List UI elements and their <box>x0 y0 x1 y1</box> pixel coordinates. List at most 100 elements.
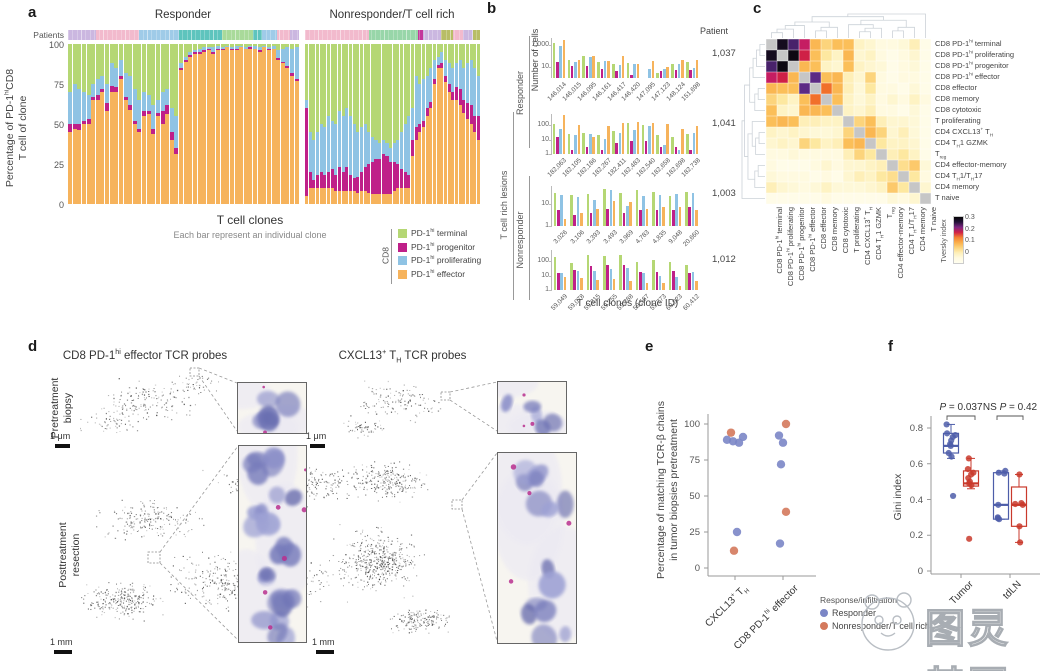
tissue-dot <box>362 482 364 485</box>
tissue-dot <box>417 622 419 624</box>
bar-segment <box>330 187 334 204</box>
tissue-dot <box>398 481 401 483</box>
tissue-dot <box>390 411 393 413</box>
tissue-dot <box>220 558 222 560</box>
scalebar-post-col1 <box>54 650 72 654</box>
tissue-dot <box>386 496 388 498</box>
tissue-dot <box>384 469 386 472</box>
tissue-dot <box>126 523 128 525</box>
tissue-dot <box>193 578 195 580</box>
panel-b-bar <box>597 134 600 154</box>
tissue-dot <box>422 399 424 401</box>
dendrogram-link <box>741 120 765 199</box>
tissue-dot <box>306 506 308 508</box>
tissue-dot <box>398 485 400 487</box>
tissue-dot <box>380 569 382 571</box>
bar-segment <box>462 44 466 68</box>
heatmap-cell <box>832 138 843 149</box>
tissue-dot <box>176 507 178 509</box>
heatmap-cell <box>810 171 821 182</box>
tissue-dot <box>381 476 383 478</box>
tissue-dot <box>230 589 232 591</box>
tissue-dot <box>433 615 435 617</box>
heatmap-cell <box>810 105 821 116</box>
heatmap-cell <box>832 72 843 83</box>
heatmap-cell <box>865 193 876 204</box>
bar-segment <box>348 116 352 176</box>
tissue-dot <box>376 566 378 568</box>
tissue-dot <box>127 595 129 597</box>
patient-column-header: Patient <box>700 26 729 36</box>
tissue-dot <box>398 401 400 403</box>
cell-blob <box>242 454 263 473</box>
tissue-dot <box>132 589 134 591</box>
tissue-dot <box>381 563 384 566</box>
tissue-dot <box>224 574 226 577</box>
tissue-dot <box>334 479 336 481</box>
tissue-dot <box>223 585 225 587</box>
tissue-dot <box>385 555 387 557</box>
bar-segment <box>443 76 447 83</box>
bar-segment <box>280 61 285 64</box>
tissue-dot <box>388 480 390 482</box>
tissue-dot <box>413 492 415 493</box>
tissue-dot <box>97 603 99 605</box>
probe-signal-dot <box>566 520 572 526</box>
bar-segment <box>123 96 128 100</box>
heatmap-cell <box>876 149 887 160</box>
tissue-dot <box>312 580 314 583</box>
tissue-dot <box>212 580 214 582</box>
tissue-dot <box>223 474 225 476</box>
tissue-dot <box>370 561 372 564</box>
tissue-dot <box>196 589 198 592</box>
tissue-dot <box>352 543 354 545</box>
heatmap-cell <box>821 61 832 72</box>
tissue-dot <box>102 592 104 595</box>
tissue-dot <box>108 603 110 605</box>
tissue-dot <box>311 476 313 478</box>
tissue-dot <box>234 587 236 589</box>
tissue-dot <box>366 564 368 566</box>
panel-b-bar <box>612 201 616 226</box>
tissue-dot <box>114 420 116 423</box>
bar-segment <box>374 194 378 204</box>
tissue-dot <box>379 540 381 542</box>
bar-segment <box>469 104 473 124</box>
heatmap-cell <box>854 94 865 105</box>
heatmap-cell <box>909 149 920 160</box>
bar-segment <box>465 63 469 104</box>
tissue-dot <box>375 393 377 395</box>
tissue-dot <box>330 484 332 486</box>
tissue-dot <box>376 485 378 488</box>
tissue-dot <box>210 603 212 605</box>
tissue-dot <box>370 488 373 489</box>
tissue-dot <box>217 597 219 599</box>
tissue-dot <box>370 565 372 567</box>
panel-b-bar <box>574 61 577 78</box>
tissue-dot <box>355 531 357 532</box>
tissue-dot <box>124 416 126 418</box>
bar-segment <box>239 47 244 204</box>
tissue-dot <box>182 555 184 557</box>
tissue-dot <box>419 479 421 481</box>
tissue-dot <box>366 466 368 468</box>
tissue-dot <box>163 404 166 406</box>
bar-segment <box>378 44 382 144</box>
tissue-dot <box>415 626 417 628</box>
clone-bar <box>315 44 320 204</box>
tissue-dot <box>345 561 347 563</box>
panel-b-axis <box>551 114 552 154</box>
heatmap-cell <box>898 72 909 83</box>
tissue-dot <box>355 489 357 491</box>
bar-segment <box>443 82 447 204</box>
dendrogram-link <box>897 26 915 38</box>
tissue-dot <box>120 602 123 604</box>
cell-blob <box>267 590 294 616</box>
bar-segment <box>132 123 137 204</box>
panel-b-bar <box>606 265 609 290</box>
tissue-dot <box>409 614 412 616</box>
heatmap-cell <box>788 193 799 204</box>
heatmap-cell <box>777 138 788 149</box>
panel-b-bar <box>685 264 688 290</box>
tissue-dot <box>410 395 412 397</box>
